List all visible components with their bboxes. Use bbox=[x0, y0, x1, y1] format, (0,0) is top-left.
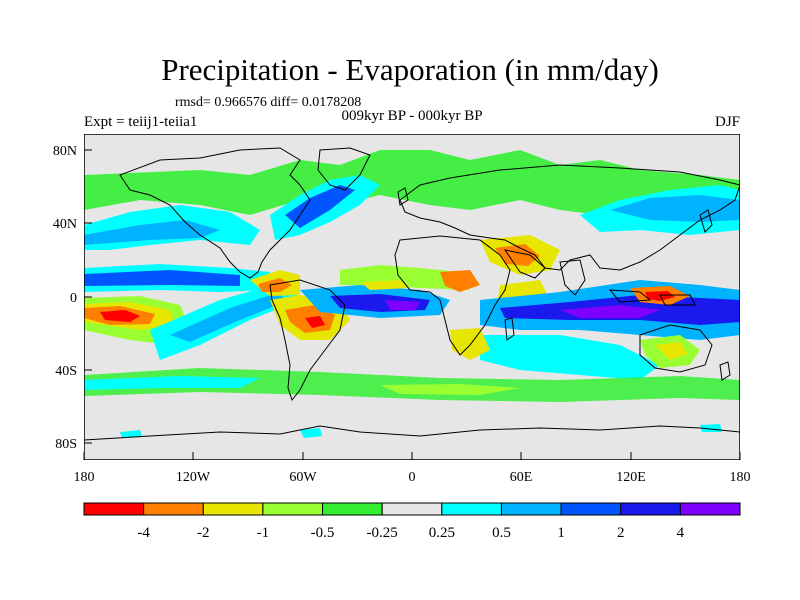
y-tick-label: 80N bbox=[53, 144, 77, 159]
experiment-label: Expt = teiij1-teiia1 bbox=[84, 114, 197, 130]
season-label: DJF bbox=[715, 114, 740, 130]
colorbar-label: 2 bbox=[617, 525, 625, 541]
colorbar-swatch bbox=[441, 502, 502, 516]
x-tick-label: 180 bbox=[74, 470, 95, 485]
colorbar-swatch bbox=[143, 502, 204, 516]
x-tick-label: 120W bbox=[176, 470, 211, 485]
colorbar-label: -1 bbox=[257, 525, 270, 541]
x-axis: 180 120W 60W 0 60E 120E 180 bbox=[74, 452, 751, 485]
colorbar-label: -2 bbox=[197, 525, 210, 541]
x-tick-label: 0 bbox=[409, 470, 416, 485]
y-tick-label: 40S bbox=[55, 364, 77, 379]
x-tick-label: 60E bbox=[510, 470, 533, 485]
period-label: 009kyr BP - 000kyr BP bbox=[341, 108, 482, 124]
x-tick-label: 180 bbox=[730, 470, 751, 485]
x-tick-label: 60W bbox=[289, 470, 317, 485]
colorbar-label: 0.5 bbox=[492, 525, 511, 541]
colorbar-swatch bbox=[620, 502, 681, 516]
precip-field bbox=[84, 150, 740, 438]
chart-title: Precipitation - Evaporation (in mm/day) bbox=[161, 52, 659, 87]
y-tick-label: 80S bbox=[55, 437, 77, 452]
map-panel bbox=[84, 134, 740, 460]
x-tick-label: 120E bbox=[616, 470, 646, 485]
colorbar-swatch bbox=[500, 502, 562, 516]
coastlines bbox=[84, 147, 740, 441]
colorbar-label: 4 bbox=[677, 525, 685, 541]
y-axis: 80N 40N 0 40S 80S bbox=[53, 144, 92, 452]
colorbar-label: -0.5 bbox=[311, 525, 335, 541]
colorbar-swatch bbox=[83, 502, 145, 516]
y-tick-label: 0 bbox=[70, 291, 77, 306]
colorbar-swatch bbox=[679, 502, 741, 516]
colorbar-swatch bbox=[322, 502, 383, 516]
y-tick-label: 40N bbox=[53, 217, 77, 232]
colorbar-swatch bbox=[202, 502, 264, 516]
colorbar-label: 1 bbox=[557, 525, 565, 541]
stats-label: rmsd= 0.966576 diff= 0.0178208 bbox=[175, 95, 361, 110]
colorbar-label: 0.25 bbox=[429, 525, 455, 541]
colorbar-label: -4 bbox=[137, 525, 150, 541]
colorbar: -4 -2 -1 -0.5 -0.25 0.25 0.5 1 2 4 bbox=[83, 502, 741, 541]
colorbar-swatch bbox=[560, 502, 622, 516]
colorbar-label: -0.25 bbox=[367, 525, 398, 541]
colorbar-swatch bbox=[381, 502, 443, 516]
colorbar-swatch bbox=[262, 502, 324, 516]
